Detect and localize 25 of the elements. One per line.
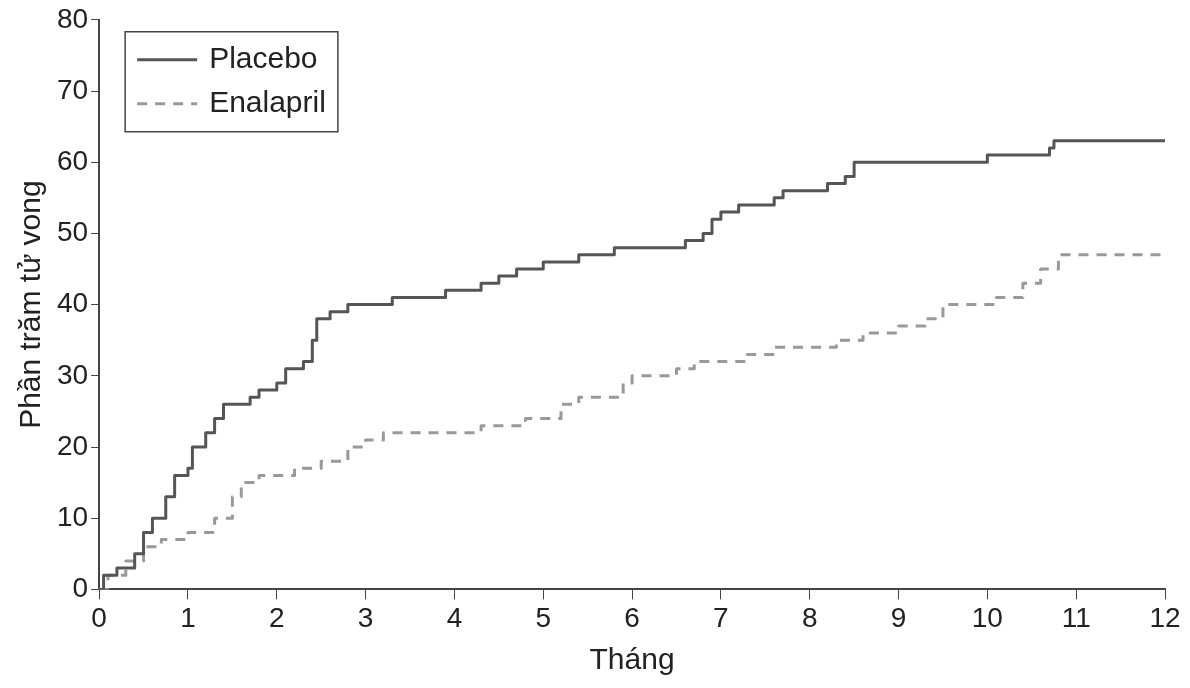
legend-label: Enalapril [209, 85, 326, 119]
y-tick-label: 30 [56, 358, 89, 390]
x-tick-label: 8 [801, 601, 818, 633]
x-tick-label: 9 [890, 601, 907, 633]
x-tick-label: 2 [269, 601, 285, 633]
x-tick-label: 10 [971, 601, 1003, 633]
y-tick-label: 60 [56, 144, 89, 176]
y-tick-label: 0 [72, 572, 89, 604]
legend-label: Placebo [209, 41, 318, 75]
x-tick-label: 3 [357, 601, 374, 633]
x-tick-label: 5 [535, 601, 552, 633]
x-tick-label: 11 [1061, 601, 1091, 633]
y-axis-title: Phần trăm tử vong [13, 180, 47, 429]
y-tick-label: 70 [56, 73, 89, 105]
x-tick-label: 12 [1149, 601, 1181, 633]
y-tick-label: 20 [56, 429, 89, 461]
y-tick-label: 40 [56, 287, 89, 319]
x-axis-title: Tháng [589, 642, 675, 676]
x-tick-label: 1 [180, 601, 196, 633]
x-tick-label: 4 [446, 601, 463, 633]
y-tick-label: 50 [56, 216, 89, 248]
y-tick-label: 80 [56, 2, 89, 34]
x-tick-label: 6 [624, 601, 640, 633]
y-tick-label: 10 [56, 500, 89, 532]
x-tick-label: 7 [713, 601, 729, 633]
